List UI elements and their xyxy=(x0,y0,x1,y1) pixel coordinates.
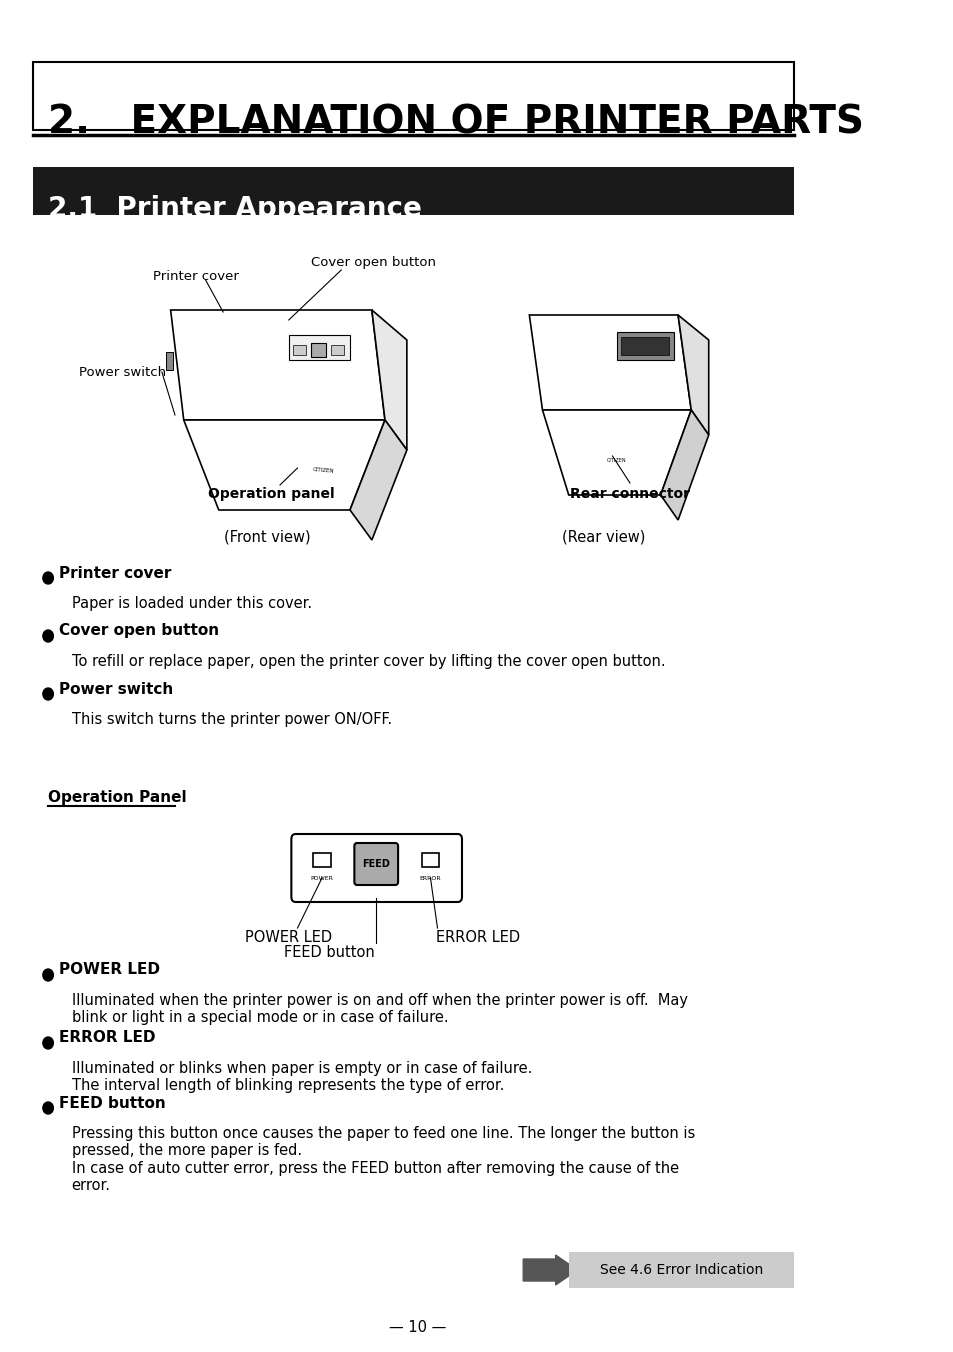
Circle shape xyxy=(43,1037,53,1049)
Text: (Rear view): (Rear view) xyxy=(561,530,645,545)
Bar xyxy=(293,345,306,356)
Circle shape xyxy=(43,969,53,982)
Circle shape xyxy=(43,630,53,642)
Text: ERROR LED: ERROR LED xyxy=(436,930,519,945)
Text: Rear connector: Rear connector xyxy=(569,487,689,502)
Text: POWER: POWER xyxy=(311,876,334,882)
Circle shape xyxy=(43,572,53,584)
Text: — 10 —: — 10 — xyxy=(388,1320,446,1334)
Text: Paper is loaded under this cover.: Paper is loaded under this cover. xyxy=(71,596,312,611)
Polygon shape xyxy=(171,310,385,420)
Polygon shape xyxy=(529,315,691,410)
Text: 2.1  Printer Appearance: 2.1 Printer Appearance xyxy=(48,195,421,223)
Polygon shape xyxy=(184,420,385,510)
Text: POWER LED: POWER LED xyxy=(58,963,159,977)
Text: FEED button: FEED button xyxy=(58,1095,165,1110)
Text: Printer cover: Printer cover xyxy=(153,270,239,283)
Text: Cover open button: Cover open button xyxy=(58,623,218,638)
Text: Illuminated or blinks when paper is empty or in case of failure.
The interval le: Illuminated or blinks when paper is empt… xyxy=(71,1061,532,1094)
Text: Cover open button: Cover open button xyxy=(311,256,436,269)
Bar xyxy=(421,853,438,867)
Circle shape xyxy=(43,688,53,700)
Text: CITIZEN: CITIZEN xyxy=(606,457,626,462)
Bar xyxy=(166,352,173,370)
Text: Illuminated when the printer power is on and off when the printer power is off. : Illuminated when the printer power is on… xyxy=(71,992,687,1025)
Text: Power switch: Power switch xyxy=(79,365,166,379)
Text: CITIZEN: CITIZEN xyxy=(313,466,335,473)
Polygon shape xyxy=(678,315,708,435)
Text: This switch turns the printer power ON/OFF.: This switch turns the printer power ON/O… xyxy=(71,713,392,727)
Text: ERROR LED: ERROR LED xyxy=(58,1030,155,1045)
Bar xyxy=(617,333,673,360)
Polygon shape xyxy=(542,410,691,495)
Text: See 4.6 Error Indication: See 4.6 Error Indication xyxy=(599,1263,762,1278)
Polygon shape xyxy=(659,410,708,521)
Text: Pressing this button once causes the paper to feed one line. The longer the butt: Pressing this button once causes the pap… xyxy=(71,1126,695,1194)
Text: Printer cover: Printer cover xyxy=(58,565,171,580)
FancyBboxPatch shape xyxy=(33,62,794,130)
Text: Operation panel: Operation panel xyxy=(208,487,335,502)
FancyArrow shape xyxy=(522,1255,577,1284)
FancyBboxPatch shape xyxy=(568,1252,794,1288)
Bar xyxy=(311,343,326,357)
Text: FEED button: FEED button xyxy=(283,945,374,960)
Text: POWER LED: POWER LED xyxy=(245,930,332,945)
Bar xyxy=(313,853,331,867)
Bar xyxy=(620,337,669,356)
Circle shape xyxy=(43,1102,53,1114)
Bar xyxy=(331,345,343,356)
Polygon shape xyxy=(372,310,406,450)
FancyBboxPatch shape xyxy=(33,168,794,215)
FancyBboxPatch shape xyxy=(354,844,397,886)
Text: (Front view): (Front view) xyxy=(223,530,310,545)
Text: FEED: FEED xyxy=(362,859,390,869)
Text: 2.   EXPLANATION OF PRINTER PARTS: 2. EXPLANATION OF PRINTER PARTS xyxy=(48,103,863,141)
Text: Power switch: Power switch xyxy=(58,681,172,696)
Polygon shape xyxy=(289,335,350,360)
Text: To refill or replace paper, open the printer cover by lifting the cover open but: To refill or replace paper, open the pri… xyxy=(71,654,664,669)
Polygon shape xyxy=(350,420,406,539)
FancyBboxPatch shape xyxy=(291,834,461,902)
Text: ERROR: ERROR xyxy=(419,876,441,882)
Text: Operation Panel: Operation Panel xyxy=(48,790,187,804)
